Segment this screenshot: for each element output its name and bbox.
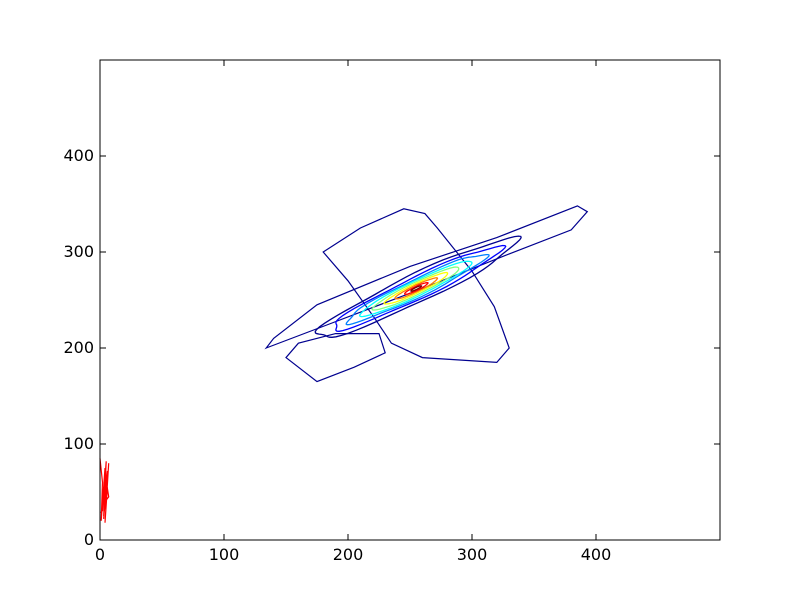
contour-level-6 bbox=[383, 271, 449, 305]
contour-level-3 bbox=[345, 253, 490, 326]
x-tick-label: 400 bbox=[581, 545, 612, 564]
x-tick-label: 300 bbox=[457, 545, 488, 564]
x-tick-label: 200 bbox=[333, 545, 364, 564]
plot-frame bbox=[99, 59, 721, 541]
red-series-line bbox=[99, 458, 110, 523]
y-tick-label: 200 bbox=[63, 338, 94, 357]
y-tick-label: 300 bbox=[63, 242, 94, 261]
contour-level-5 bbox=[371, 266, 460, 311]
contour-level-2 bbox=[335, 244, 507, 332]
lower-region bbox=[285, 333, 386, 383]
x-tick-label: 100 bbox=[209, 545, 240, 564]
contour-level-9 bbox=[410, 285, 423, 292]
tick-layer: 0 100 200 300 400 0 100 200 300 400 bbox=[63, 60, 720, 564]
y-tick-label: 100 bbox=[63, 434, 94, 453]
y-tick-label: 400 bbox=[63, 146, 94, 165]
cross-region bbox=[322, 208, 510, 364]
contour-layer bbox=[264, 205, 589, 383]
red-series-layer bbox=[99, 458, 110, 523]
x-tick-label: 0 bbox=[95, 545, 105, 564]
contour-level-8 bbox=[403, 281, 429, 295]
contour-level-7 bbox=[394, 277, 439, 300]
contour-level-4 bbox=[359, 260, 473, 318]
y-tick-label: 0 bbox=[84, 530, 94, 549]
contour-level-1 bbox=[314, 235, 522, 338]
